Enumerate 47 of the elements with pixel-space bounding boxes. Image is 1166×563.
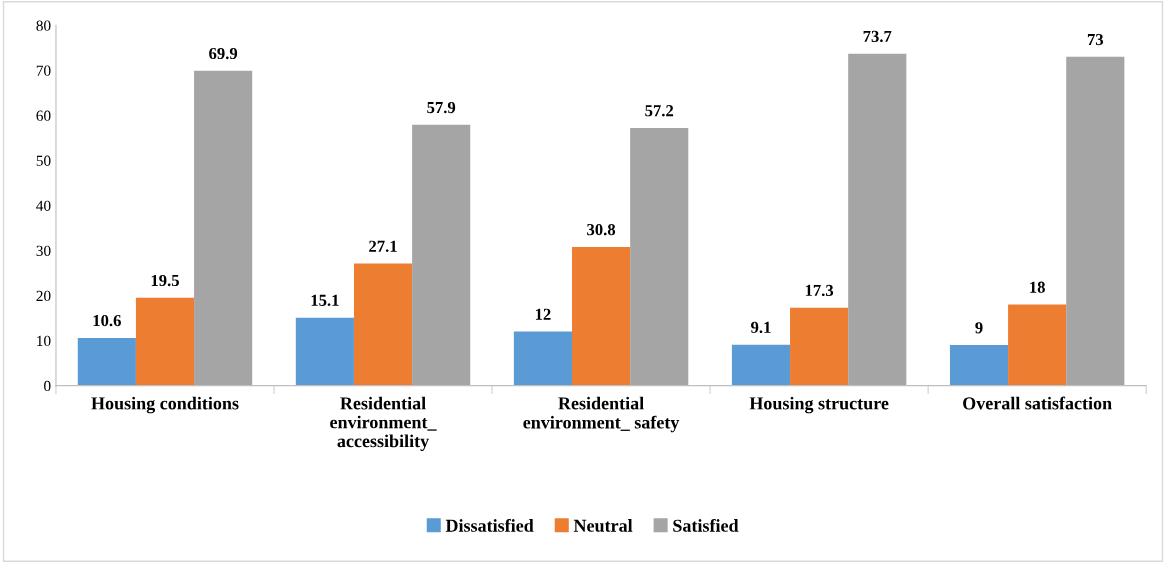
y-tick-label: 40: [36, 200, 51, 211]
data-label: 30.8: [587, 223, 616, 236]
y-tick-label: 50: [36, 155, 51, 166]
data-label: 19.5: [151, 274, 179, 287]
bar: [77, 337, 136, 386]
legend-label: Satisfied: [673, 518, 739, 532]
bar: [1066, 56, 1125, 386]
bar: [513, 331, 572, 386]
y-tick-label: 60: [36, 110, 51, 121]
data-label: 15.1: [311, 294, 339, 306]
x-tick-label: Residential environment_ safety: [523, 396, 680, 433]
y-tick-label: 20: [36, 290, 51, 302]
bar: [848, 53, 907, 386]
bar: [295, 317, 354, 386]
data-label: 27.1: [369, 240, 397, 252]
data-label: 69.9: [209, 47, 238, 60]
x-tick-label: Overall satisfaction: [963, 396, 1112, 410]
data-label: 18: [1030, 281, 1045, 293]
bar: [194, 70, 253, 386]
x-tick-label: Housing structure: [749, 396, 889, 414]
x-tick-label: Residential environment_ accessibility: [330, 396, 437, 451]
data-label: 9.1: [751, 321, 771, 334]
y-tick-label: 80: [36, 20, 51, 31]
bar: [790, 307, 849, 386]
data-label: 57.9: [427, 101, 456, 114]
legend-label: Dissatisfied: [445, 518, 534, 532]
data-label: 10.6: [93, 314, 121, 327]
legend-label: Neutral: [573, 519, 633, 532]
data-label: 57.2: [645, 105, 674, 117]
y-tick-label: 70: [36, 65, 51, 76]
y-tick-label: 10: [37, 335, 51, 347]
data-label: 12: [535, 308, 551, 320]
data-label: 73: [1087, 33, 1104, 46]
bar: [1008, 304, 1067, 386]
y-tick-label: 0: [44, 380, 51, 392]
bar: [572, 246, 631, 386]
data-label: 73.7: [863, 30, 892, 43]
bar: [353, 263, 413, 386]
data-label: 9: [975, 322, 983, 334]
bar: [135, 297, 195, 386]
x-tick-label: Housing conditions: [91, 396, 239, 414]
bar: [630, 128, 689, 386]
bar: [731, 344, 791, 386]
y-tick-label: 30: [36, 245, 51, 256]
bar: [949, 345, 1009, 386]
data-label: 17.3: [805, 284, 834, 297]
bar: [412, 124, 471, 386]
